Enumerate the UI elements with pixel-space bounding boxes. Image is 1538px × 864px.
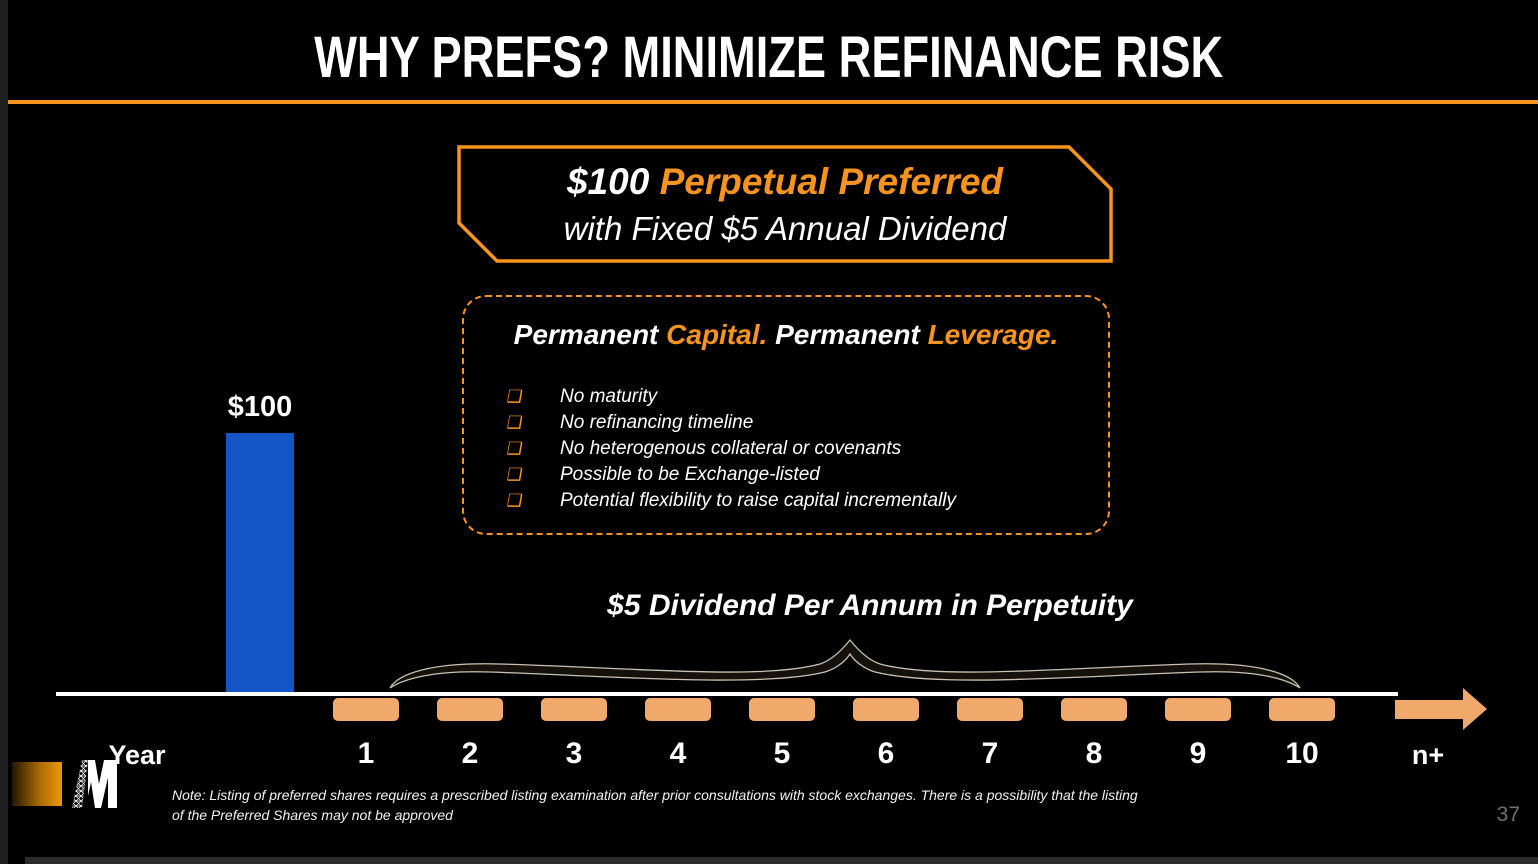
- checkbox-icon: ❑: [505, 387, 525, 407]
- principal-bar: [226, 433, 294, 696]
- slide-title: WHY PREFS? MINIMIZE REFINANCE RISK: [314, 25, 1224, 90]
- year-label: 6: [877, 737, 895, 770]
- checkbox-icon: ❑: [505, 413, 525, 433]
- dividend-bar: [541, 698, 607, 721]
- dividend-bar: [1165, 698, 1231, 721]
- list-item: ❑ No maturity: [505, 385, 1088, 411]
- list-item: ❑ Potential flexibility to raise capital …: [505, 489, 1088, 515]
- list-item-label: No maturity: [560, 386, 658, 407]
- slide-title-wrap: WHY PREFS? MINIMIZE REFINANCE RISK: [0, 24, 1538, 91]
- dividend-bar: [853, 698, 919, 721]
- callout-line2: with Fixed $5 Annual Dividend: [563, 209, 1007, 247]
- company-m-logo: [72, 760, 117, 808]
- axis-arrow-head-icon: [1463, 688, 1487, 730]
- logo-gradient-square: [12, 762, 62, 806]
- callout-line1: $100 Perpetual Preferred: [567, 161, 1003, 203]
- list-item-label: No refinancing timeline: [560, 412, 754, 433]
- axis-arrow: [1395, 700, 1465, 719]
- heading-word-2: Capital.: [666, 319, 776, 350]
- year-label: 4: [669, 737, 687, 770]
- year-label: 2: [461, 737, 479, 770]
- checkbox-icon: ❑: [505, 439, 525, 459]
- dividend-bar: [437, 698, 503, 721]
- list-item: ❑ No heterogenous collateral or covenants: [505, 437, 1088, 463]
- checkbox-icon: ❑: [505, 491, 525, 511]
- checkbox-icon: ❑: [505, 465, 525, 485]
- cut-corner-frame: [457, 145, 1113, 263]
- dividend-bar: [749, 698, 815, 721]
- features-heading: Permanent Capital. Permanent Leverage.: [464, 319, 1108, 351]
- curly-brace: [389, 638, 1301, 689]
- footnote-line2: of the Preferred Shares may not be appro…: [172, 807, 453, 823]
- dividend-bar: [333, 698, 399, 721]
- callout-line1-highlight: Perpetual Preferred: [659, 160, 1004, 202]
- title-underline: [8, 100, 1538, 104]
- permanent-capital-box: Permanent Capital. Permanent Leverage. ❑…: [462, 295, 1110, 535]
- dividend-annotation: $5 Dividend Per Annum in Perpetuity: [607, 589, 1133, 622]
- axis-year-label: Year: [108, 740, 166, 770]
- slide-left-edge: [0, 0, 8, 864]
- list-item-label: No heterogenous collateral or covenants: [560, 438, 902, 459]
- year-label: 9: [1189, 737, 1207, 770]
- features-list: ❑ No maturity ❑ No refinancing timeline ❑ N…: [505, 385, 1088, 515]
- principal-bar-label: $100: [227, 391, 293, 423]
- dividend-bar: [645, 698, 711, 721]
- axis-end-label: n+: [1411, 740, 1445, 770]
- footnote: Note: Listing of preferred shares requir…: [172, 785, 1352, 825]
- dividend-bar: [1269, 698, 1335, 721]
- callout-line1-prefix: $100: [566, 160, 660, 202]
- heading-word-4: Leverage.: [927, 319, 1059, 350]
- heading-word-1: Permanent: [513, 319, 667, 350]
- year-label: 10: [1285, 737, 1319, 770]
- slide-bottom-edge: [25, 857, 1538, 864]
- list-item: ❑ Possible to be Exchange-listed: [505, 463, 1088, 489]
- dividend-bar: [1061, 698, 1127, 721]
- timeline-axis: [56, 692, 1398, 696]
- year-label: 8: [1085, 737, 1103, 770]
- year-label: 5: [773, 737, 791, 770]
- year-label: 3: [565, 737, 583, 770]
- heading-word-3: Permanent: [775, 319, 928, 350]
- list-item-label: Possible to be Exchange-listed: [560, 464, 820, 485]
- year-label: 7: [981, 737, 999, 770]
- list-item: ❑ No refinancing timeline: [505, 411, 1088, 437]
- list-item-label: Potential flexibility to raise capital i…: [560, 490, 957, 511]
- year-label: 1: [357, 737, 375, 770]
- footnote-line1: Note: Listing of preferred shares requir…: [172, 787, 1138, 803]
- perpetual-preferred-callout: $100 Perpetual Preferred with Fixed $5 A…: [457, 145, 1113, 263]
- page-number: 37: [1496, 803, 1520, 826]
- dividend-bar: [957, 698, 1023, 721]
